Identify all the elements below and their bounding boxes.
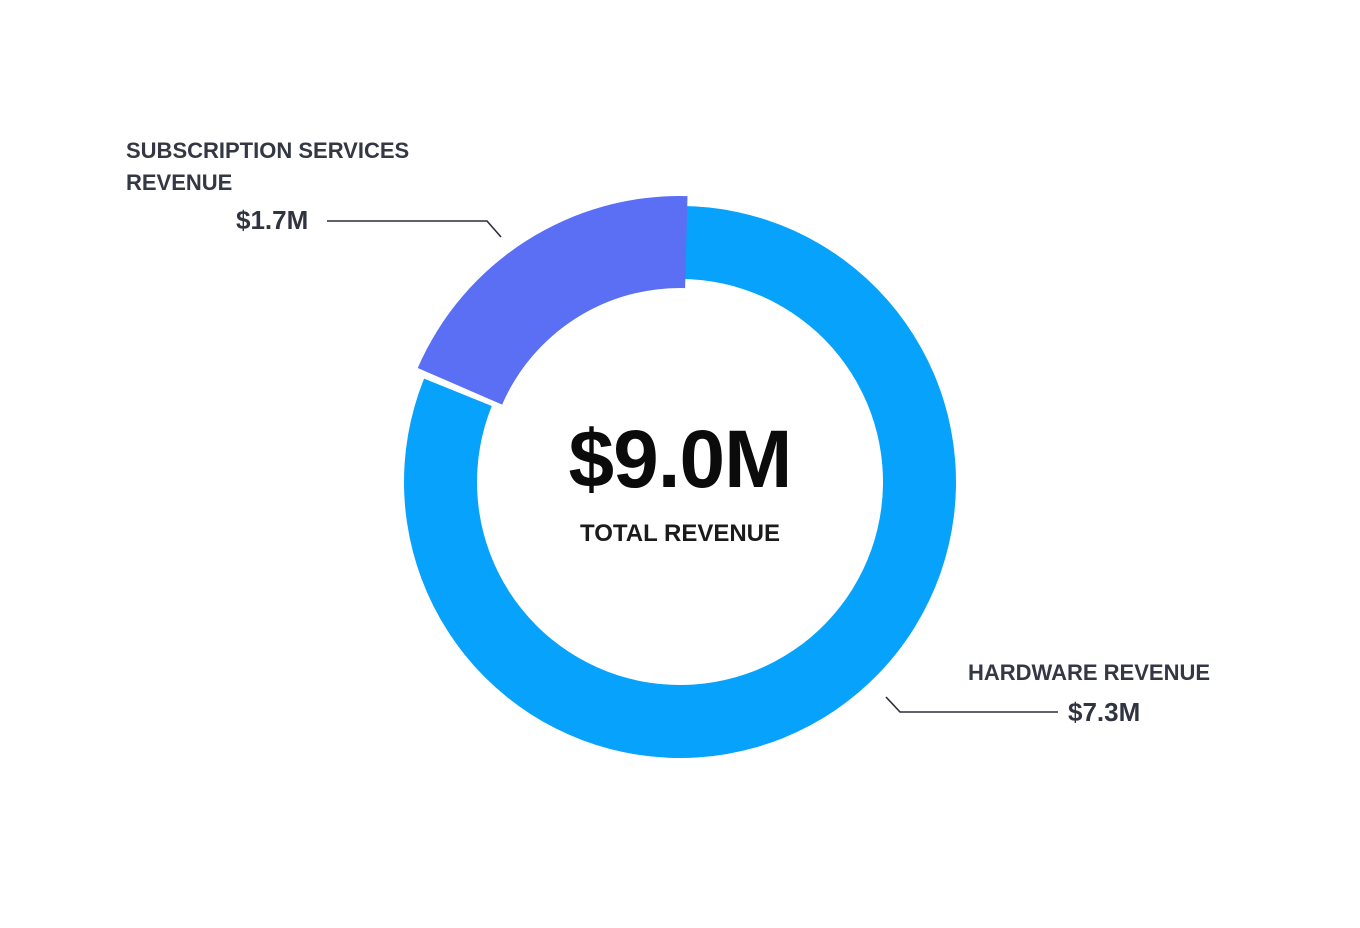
leader-line-hardware [885,696,1058,713]
total-revenue-value: $9.0M [568,414,793,505]
hardware-revenue-label: HARDWARE REVENUE [968,660,1211,685]
subscription-services-value: $1.7M [236,205,309,235]
total-revenue-label: TOTAL REVENUE [579,520,781,547]
subscription-services-label: SUBSCRIPTION SERVICES REVENUE [126,138,410,195]
leader-line-subscription-services [327,220,502,238]
leader-lines-layer [327,220,1058,713]
hardware-revenue-value: $7.3M [1068,697,1141,727]
slices-layer [404,196,957,758]
slice-subscription-services-revenue [417,196,688,405]
